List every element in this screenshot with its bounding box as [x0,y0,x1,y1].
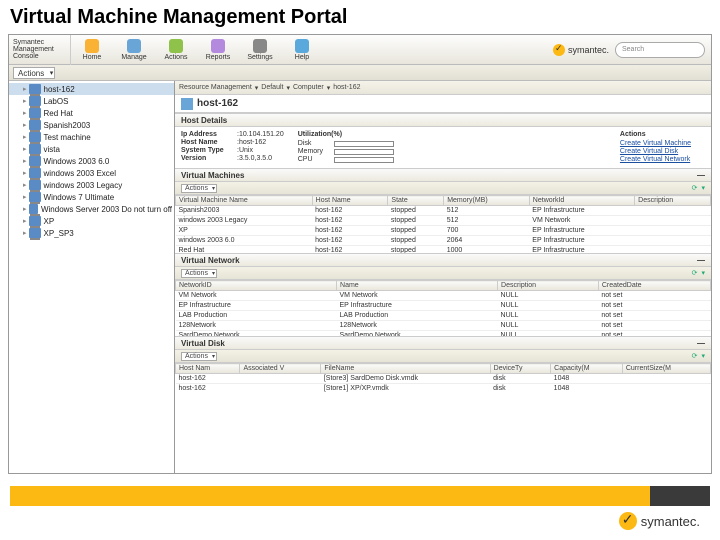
breadcrumb: Resource Management▾ Default▾ Computer▾ … [175,81,711,95]
table-row[interactable]: host-162[Store1] XP/XP.vmdkdisk1048 [176,384,711,394]
vd-actions-dropdown[interactable]: Actions [181,352,217,361]
footer-logo: symantec. [619,512,700,530]
server-icon [29,156,41,166]
vm-panel-title: Virtual Machines— [175,168,711,182]
table-row[interactable]: XPhost-162stopped700EP Infrastructure [176,226,711,236]
slide-footer: symantec. [0,486,720,540]
refresh-icon[interactable]: ⟳ [692,184,698,192]
column-header[interactable]: CurrentSize(M [622,364,710,374]
vd-panel-title: Virtual Disk— [175,336,711,350]
server-icon [29,180,41,190]
server-icon [29,192,41,202]
app-window: SymantecManagementConsole HomeManageActi… [8,34,712,474]
table-row[interactable]: windows 2003 Legacyhost-162stopped512VM … [176,216,711,226]
table-row[interactable]: windows 2003 6.0host-162stopped2064EP In… [176,236,711,246]
table-row[interactable]: Red Hathost-162stopped1000EP Infrastruct… [176,246,711,254]
column-header[interactable]: Description [498,281,599,291]
host-header: host-162 [175,95,711,113]
column-header[interactable]: Associated V [240,364,321,374]
util-row: Disk [298,140,396,147]
column-header[interactable]: NetworkId [529,196,634,206]
search-input[interactable]: Search [615,42,705,58]
column-header[interactable]: Description [635,196,711,206]
table-row[interactable]: EP InfrastructureEP InfrastructureNULLno… [176,301,711,311]
host-icon [181,98,193,110]
action-link[interactable]: Create Virtual Machine [620,140,691,147]
tree-item[interactable]: ▸vista [9,143,174,155]
column-header[interactable]: Host Nam [176,364,240,374]
server-icon [29,96,41,106]
vm-actions-dropdown[interactable]: Actions [181,184,217,193]
content-pane: Resource Management▾ Default▾ Computer▾ … [175,81,711,473]
brand-block: SymantecManagementConsole [9,35,71,65]
refresh-icon[interactable]: ⟳ [692,352,698,360]
tree-item[interactable]: ▸windows 2003 Legacy [9,179,174,191]
tree-item[interactable]: ▸Spanish2003 [9,119,174,131]
toolbar-home[interactable]: Home [72,36,112,64]
server-icon [29,144,41,154]
tree-item[interactable]: ▸Test machine [9,131,174,143]
column-header[interactable]: State [388,196,444,206]
column-header[interactable]: FileName [321,364,490,374]
column-header[interactable]: CreatedDate [598,281,710,291]
column-header[interactable]: Host Name [312,196,388,206]
toolbar-actions[interactable]: Actions [156,36,196,64]
tree-item[interactable]: ▸Windows Server 2003 Do not turn off [9,203,174,215]
host-tree: ▸host-162▸LabOS▸Red Hat▸Spanish2003▸Test… [9,81,175,473]
action-link[interactable]: Create Virtual Network [620,156,691,163]
server-icon [29,216,41,226]
column-header[interactable]: Name [337,281,498,291]
table-row[interactable]: host-162[Store3] SardDemo Disk.vmdkdisk1… [176,374,711,384]
column-header[interactable]: NetworkID [176,281,337,291]
server-icon [29,132,41,142]
vn-panel-title: Virtual Network— [175,253,711,267]
toolbar-manage[interactable]: Manage [114,36,154,64]
action-link[interactable]: Create Virtual Disk [620,148,691,155]
table-row[interactable]: Spanish2003host-162stopped512EP Infrastr… [176,206,711,216]
host-details-title: Host Details [175,113,711,127]
util-row: Memory [298,148,396,155]
tree-item[interactable]: ▸windows 2003 Excel [9,167,174,179]
util-row: CPU [298,156,396,163]
actions-bar: Actions [9,65,711,81]
server-icon [29,168,41,178]
column-header[interactable]: Virtual Machine Name [176,196,313,206]
server-icon [29,228,41,238]
toolbar-settings[interactable]: Settings [240,36,280,64]
tree-item[interactable]: ▸Windows 2003 6.0 [9,155,174,167]
symantec-logo: symantec. [553,44,609,56]
table-row[interactable]: VM NetworkVM NetworkNULLnot set [176,291,711,301]
toolbar-reports[interactable]: Reports [198,36,238,64]
tree-item[interactable]: ▸LabOS [9,95,174,107]
column-header[interactable]: Capacity(M [551,364,623,374]
actions-dropdown[interactable]: Actions [13,67,55,79]
column-header[interactable]: DeviceTy [490,364,551,374]
column-header[interactable]: Memory(MB) [444,196,530,206]
tree-item[interactable]: ▸XP_SP3 [9,227,174,239]
server-icon [29,120,41,130]
host-details: Ip Address: 10.104.151.20 Host Name: hos… [175,127,711,168]
slide-title: Virtual Machine Management Portal [0,0,720,35]
refresh-icon[interactable]: ⟳ [692,269,698,277]
tree-item[interactable]: ▸host-162 [9,83,174,95]
tree-item[interactable]: ▸Windows 7 Ultimate [9,191,174,203]
server-icon [29,204,38,214]
server-icon [29,108,41,118]
tree-item[interactable]: ▸Red Hat [9,107,174,119]
vn-table: NetworkIDNameDescriptionCreatedDateVM Ne… [175,280,711,336]
vm-table: Virtual Machine NameHost NameStateMemory… [175,195,711,253]
toolbar-help[interactable]: Help [282,36,322,64]
table-row[interactable]: LAB ProductionLAB ProductionNULLnot set [176,311,711,321]
main-toolbar: SymantecManagementConsole HomeManageActi… [9,35,711,65]
vd-table: Host NamAssociated VFileNameDeviceTyCapa… [175,363,711,393]
tree-item[interactable]: ▸XP [9,215,174,227]
table-row[interactable]: 128Network128NetworkNULLnot set [176,321,711,331]
check-icon [619,512,637,530]
vn-actions-dropdown[interactable]: Actions [181,269,217,278]
check-icon [553,44,565,56]
server-icon [29,84,41,94]
